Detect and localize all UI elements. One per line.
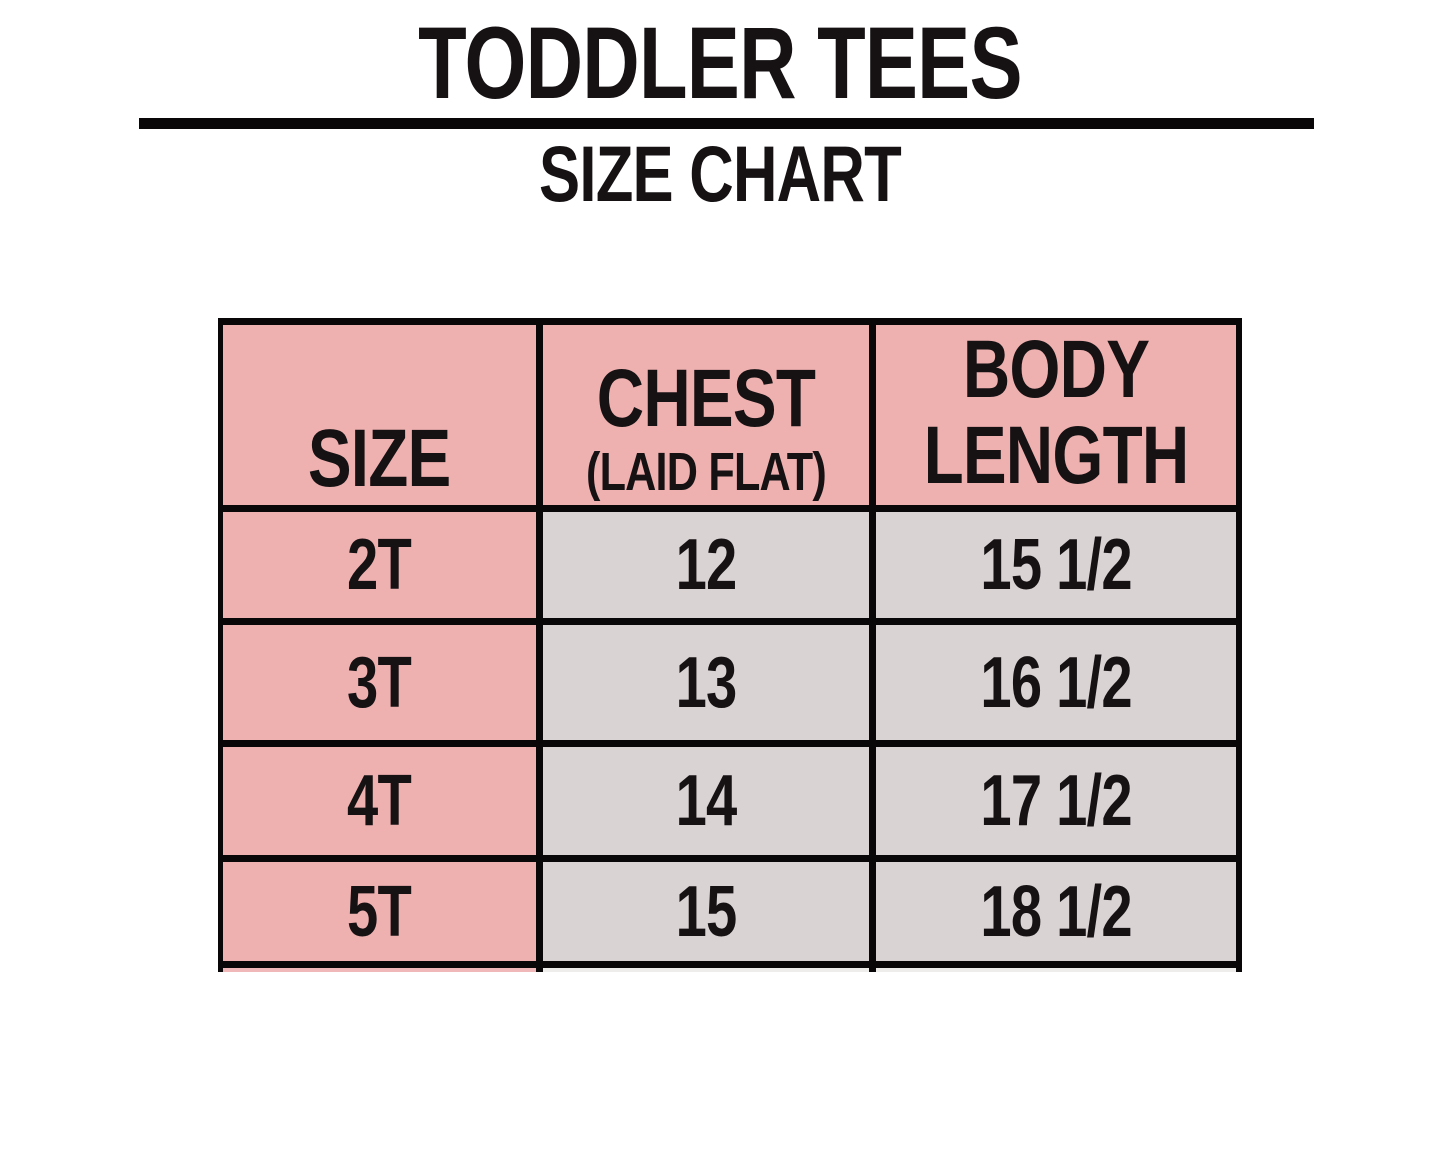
row-4t-body-length-cell: 17 1/2 bbox=[876, 747, 1236, 855]
cutoff-row-size-cell bbox=[223, 968, 536, 972]
row-2t-size-cell: 2T bbox=[223, 512, 536, 618]
row-3t-chest-cell: 13 bbox=[543, 625, 869, 740]
size-chart-table: SIZE CHEST (LAID FLAT) BODY LENGTH 2T 12… bbox=[218, 318, 1242, 972]
row-3t-body-length-cell: 16 1/2 bbox=[876, 625, 1236, 740]
cutoff-row-body-length-cell bbox=[876, 968, 1236, 972]
row-5t-body-length-cell: 18 1/2 bbox=[876, 862, 1236, 961]
title-divider-rule bbox=[139, 118, 1314, 129]
header-cell-chest: CHEST (LAID FLAT) bbox=[543, 325, 869, 505]
row-4t-chest-cell: 14 bbox=[543, 747, 869, 855]
page-subtitle-text: SIZE CHART bbox=[539, 129, 902, 218]
header-cell-size: SIZE bbox=[223, 325, 536, 505]
header-chest-sublabel: (LAID FLAT) bbox=[586, 442, 827, 502]
row-2t-body-length-cell: 15 1/2 bbox=[876, 512, 1236, 618]
row-5t-chest-cell: 15 bbox=[543, 862, 869, 961]
page-title-text: TODDLER TEES bbox=[418, 6, 1022, 120]
row-2t-chest-cell: 12 bbox=[543, 512, 869, 618]
header-size-label: SIZE bbox=[308, 412, 451, 504]
page-title: TODDLER TEES bbox=[0, 12, 1440, 114]
header-body-length-label: BODY LENGTH bbox=[923, 323, 1190, 501]
page-subtitle: SIZE CHART bbox=[0, 134, 1440, 213]
header-cell-body-length: BODY LENGTH bbox=[876, 325, 1236, 505]
row-4t-size-cell: 4T bbox=[223, 747, 536, 855]
row-3t-size-cell: 3T bbox=[223, 625, 536, 740]
cutoff-row-chest-cell bbox=[543, 968, 869, 972]
header-chest-label: CHEST bbox=[596, 352, 816, 444]
row-5t-size-cell: 5T bbox=[223, 862, 536, 961]
